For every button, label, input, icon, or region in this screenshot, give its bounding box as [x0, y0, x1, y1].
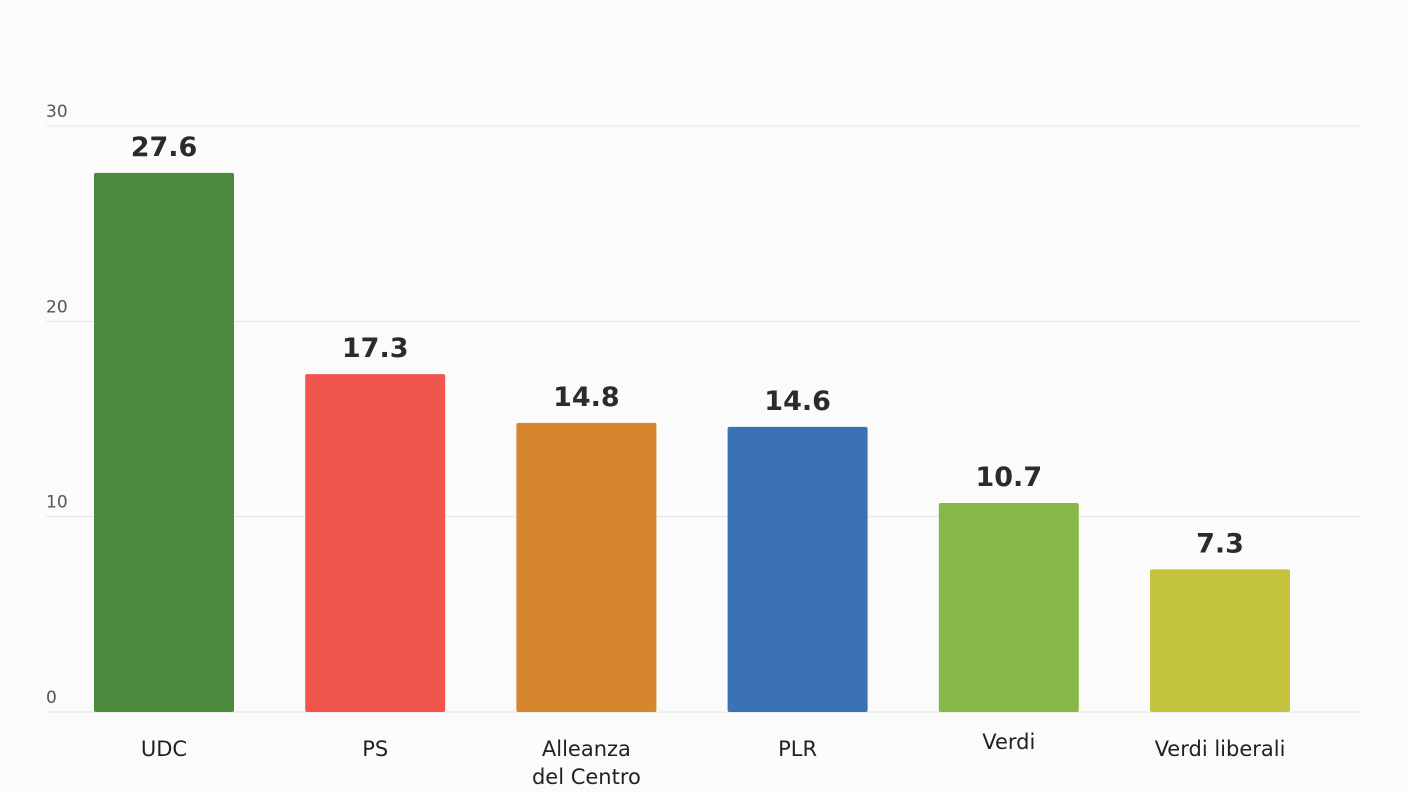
category-label-line: UDC: [141, 737, 187, 761]
bar-value-label: 27.6: [131, 132, 198, 163]
y-tick-label: 30: [46, 102, 68, 122]
category-label-line: Verdi: [982, 730, 1035, 754]
bar: [938, 502, 1079, 712]
y-tick-label: 0: [46, 688, 57, 708]
bar-value-label: 14.6: [764, 386, 831, 417]
category-label: Verdi liberali: [1155, 737, 1286, 761]
category-label-line: PS: [362, 737, 388, 761]
y-tick-label: 20: [46, 297, 68, 317]
category-label: Verdi: [982, 730, 1035, 754]
bar: [94, 172, 234, 712]
category-label: PS: [362, 737, 388, 761]
bar-value-label: 7.3: [1196, 528, 1244, 559]
bar: [305, 374, 446, 712]
category-label: Alleanza del Centro: [532, 737, 641, 789]
bar-value-label: 14.8: [553, 382, 620, 413]
category-label: PLR: [778, 737, 817, 761]
value-labels: 27.6 17.3 14.8 14.6 10.7 7.3: [131, 132, 1244, 560]
category-labels: UDC PS Alleanza del Centro PLR Verdi Verdi lib…: [141, 730, 1286, 789]
bar-value-label: 17.3: [342, 333, 409, 364]
bar: [727, 426, 868, 712]
bar: [516, 422, 657, 712]
bars: [94, 172, 1290, 712]
bar: [1150, 569, 1290, 712]
gridlines: [46, 125, 1361, 713]
category-label-line: PLR: [778, 737, 817, 761]
category-label-line: del Centro: [532, 765, 641, 789]
category-label-line: Alleanza: [542, 737, 631, 761]
bar-value-label: 10.7: [975, 462, 1042, 493]
y-axis-ticks: 0 10 20 30: [46, 102, 68, 708]
category-label: UDC: [141, 737, 187, 761]
category-label-line: Verdi liberali: [1155, 737, 1286, 761]
y-tick-label: 10: [46, 493, 68, 513]
